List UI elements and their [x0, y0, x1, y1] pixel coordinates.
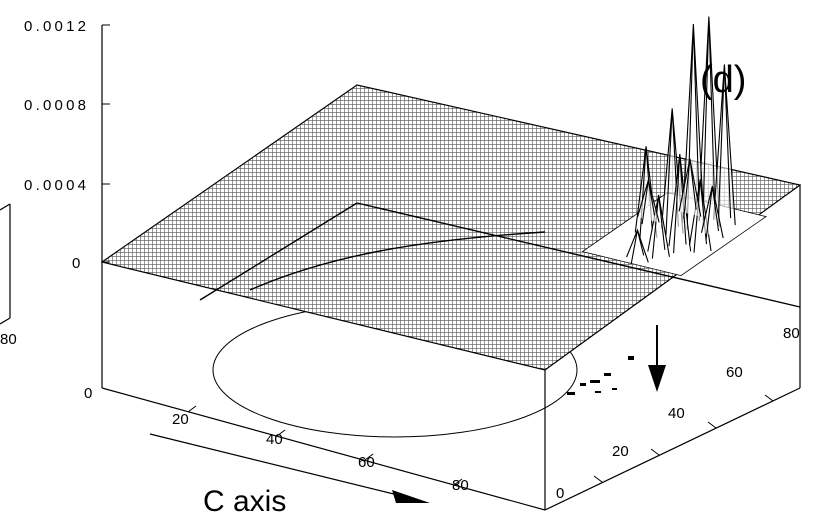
z-tick-label-1: 0.0004 — [24, 177, 86, 194]
x-tick-line-3 — [364, 453, 374, 461]
inner-axis-2 — [199, 202, 358, 301]
peak-fill-0 — [698, 16, 720, 227]
inner-axis-lines — [199, 202, 801, 308]
surface-mesh-plane — [100, 84, 802, 371]
front-mark — [604, 373, 611, 376]
y-ticks — [593, 394, 774, 483]
y-tick-line-1 — [593, 475, 603, 483]
y-tick-line-4 — [764, 394, 774, 402]
y-tick-label-0: 0 — [556, 485, 564, 502]
peak-mark-11 — [626, 228, 649, 265]
x-tick-line-2 — [276, 429, 286, 437]
y-tick-label-2: 40 — [668, 405, 685, 422]
y-tick-label-4: 80 — [783, 325, 800, 342]
front-mark — [590, 380, 600, 383]
front-mark — [612, 388, 617, 390]
peaks-group — [581, 16, 767, 277]
x-tick-line-1 — [187, 405, 197, 413]
front-mark — [580, 383, 586, 386]
x-ticks — [187, 405, 463, 486]
z-tick-label-0: 0 — [72, 255, 80, 272]
floor-front-left-edge — [101, 387, 546, 511]
x-tick-label-1: 20 — [172, 411, 189, 428]
c-axis-arrow — [149, 433, 430, 503]
down-arrow-head — [648, 365, 666, 392]
inner-axis-1 — [356, 202, 801, 308]
y-tick-label-1: 20 — [612, 443, 629, 460]
z-ticks — [102, 24, 110, 263]
front-face-marks — [567, 356, 634, 395]
y-tick-label-3: 60 — [726, 364, 743, 381]
neighbor-top-edge — [0, 203, 11, 211]
x-tick-label-0: 0 — [84, 385, 92, 402]
down-arrow — [648, 325, 666, 392]
peak-mark-10 — [700, 185, 724, 240]
inner-curve — [249, 231, 546, 291]
floor-front-right-edge — [544, 387, 801, 511]
x-tick-label-4: 80 — [452, 477, 469, 494]
x-tick-label-2: 40 — [266, 431, 283, 448]
c-axis-label: C axis — [203, 485, 286, 518]
front-mark — [567, 392, 575, 395]
x-tick-line-4 — [453, 478, 463, 486]
z-tick-label-3: 0.0012 — [24, 18, 86, 35]
c-axis-arrow-head — [392, 490, 430, 503]
z-tick-label-2: 0.0008 — [24, 97, 86, 114]
front-mark — [595, 391, 601, 393]
y-tick-line-3 — [707, 421, 717, 429]
peak-mark-7 — [647, 194, 670, 259]
peak-mark-8 — [678, 158, 702, 219]
left-neighbor-fragment — [0, 203, 11, 325]
front-mark — [628, 356, 634, 360]
peak-mark-0 — [697, 16, 721, 229]
left-neighbor-tick: 80 — [0, 331, 17, 348]
neighbor-bottom-edge — [0, 317, 11, 325]
panel-label: (d) — [700, 59, 746, 101]
box-back-lines — [101, 25, 801, 511]
peak-mark-9 — [636, 178, 660, 225]
x-tick-label-3: 60 — [358, 454, 375, 471]
y-tick-line-2 — [650, 448, 660, 456]
peak-mark-2 — [713, 64, 736, 227]
c-axis-arrow-shaft — [149, 433, 411, 499]
